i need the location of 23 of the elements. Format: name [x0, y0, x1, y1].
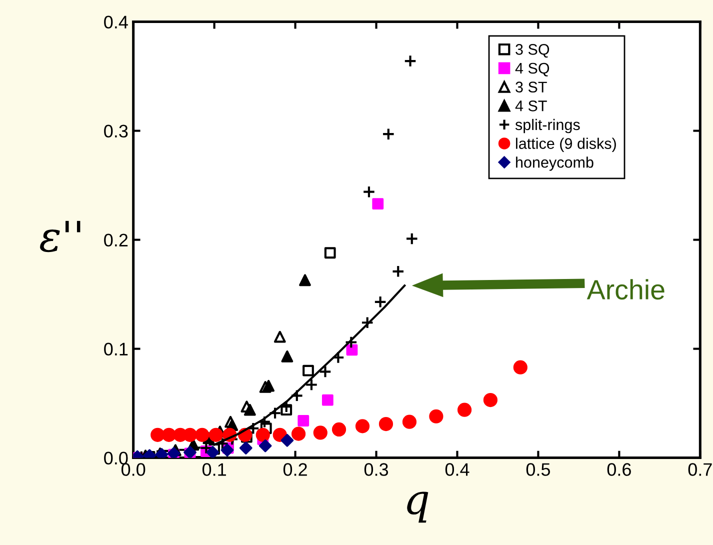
- y-axis-title: ε'': [40, 220, 80, 252]
- legend-label: 4 ST: [515, 100, 547, 112]
- y-tick-label: 0.3: [104, 124, 128, 138]
- y-tick-label: 0.0: [104, 452, 128, 465]
- y-tick-label: 0.2: [104, 234, 128, 247]
- x-tick-label: 0.1: [202, 463, 226, 476]
- x-tick-label: 0.2: [283, 463, 307, 476]
- x-tick-label: 0.4: [445, 463, 470, 476]
- x-tick-label: 0.3: [364, 463, 388, 476]
- legend-label: 4 SQ: [515, 62, 550, 76]
- x-axis-title: q: [407, 492, 428, 523]
- annotation: Archie: [586, 279, 664, 300]
- x-tick-label: 0.7: [688, 463, 712, 476]
- legend-label: 3 ST: [516, 82, 547, 92]
- y-tick-label: 0.4: [104, 16, 128, 29]
- y-tick-label: 0.1: [104, 342, 128, 356]
- x-tick-label: 0.0: [121, 463, 146, 476]
- legend-label: lattice (9 disks): [516, 138, 616, 152]
- x-tick-label: 0.6: [607, 463, 631, 476]
- legend-label: 3 SQ: [516, 44, 550, 58]
- legend-label: honeycomb: [516, 156, 594, 171]
- x-tick-label: 0.5: [526, 463, 550, 476]
- legend-label: split-rings: [515, 118, 580, 134]
